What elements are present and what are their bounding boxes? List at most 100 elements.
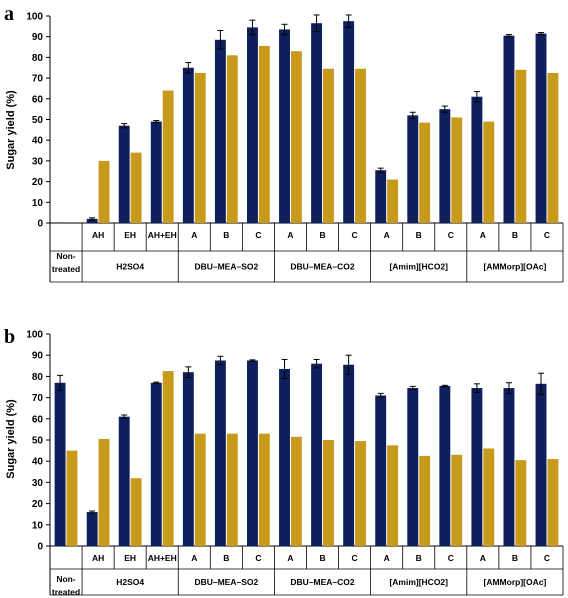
panel-b-category-label: B (223, 553, 229, 563)
panel-a-bar-series-2 (290, 51, 302, 223)
panel-b-bar-series-1 (343, 364, 355, 546)
panel-b-category-label: AH+EH (148, 553, 177, 563)
panel-a-ytick-label: 90 (32, 32, 44, 43)
panel-a-group-label: Non-treated (52, 251, 80, 274)
panel-b-group-label: H2SO4 (116, 577, 144, 587)
panel-b-category-label: B (512, 553, 518, 563)
panel-b-bar-series-2 (355, 441, 366, 546)
panel-a-bar-series-1 (471, 96, 483, 223)
panel-b-bar-series-1 (311, 363, 323, 546)
panel-b-ytick-label: 30 (32, 478, 44, 489)
panel-a-bar-series-1 (214, 39, 226, 224)
panel-b-ytick-label: 100 (26, 330, 43, 341)
panel-b-bar-series-2 (387, 445, 399, 546)
panel-b-bar-series-2 (226, 433, 238, 546)
panel-a-category-label: B (319, 230, 325, 240)
panel-a-bar-series-1 (54, 222, 66, 223)
panel-b-bar-series-2 (547, 459, 559, 546)
panel-a-category-label: AH+EH (148, 230, 177, 240)
panel-b-bar-series-1 (150, 382, 162, 546)
panel-b-bar-series-2 (290, 436, 302, 546)
panel-b-category-label: B (319, 553, 325, 563)
panel-a-ytick-label: 70 (32, 74, 44, 85)
panel-a-category-label: B (416, 230, 422, 240)
panel-b-bar-series-1 (503, 388, 515, 546)
panel-b-ytick-label: 10 (32, 520, 44, 531)
panel-b-bar-series-1 (471, 388, 483, 546)
panel-b-bar-series-1 (182, 372, 194, 546)
panel-a-ytick-label: 100 (26, 12, 43, 23)
panel-b-bar-series-2 (66, 450, 78, 546)
panel-a-bar-series-1 (86, 218, 98, 223)
panel-a-bar-series-2 (130, 152, 142, 223)
panel-b-bar-series-2 (483, 448, 495, 546)
panel-a: a Sugar yield (%) 0 10 20 30 40 50 60 70 80 90 100… (4, 3, 564, 283)
panel-a-bar-series-2 (323, 68, 334, 223)
panel-a-bar-series-1 (279, 29, 290, 223)
panel-b-bar-series-1 (86, 512, 98, 546)
panel-a-category-label: C (255, 230, 261, 240)
panel-a-ytick-label: 50 (32, 115, 44, 126)
panel-a-bar-series-1 (247, 27, 258, 224)
panel-a-category-label: A (191, 230, 197, 240)
panel-b-ytick-label: 40 (32, 457, 44, 468)
panel-a-category-label: EH (124, 230, 136, 240)
panel-b-bar-series-1 (214, 360, 226, 546)
panel-b: b Sugar yield (%) 0 10 20 30 40 50 60 70 80 90 100… (4, 326, 564, 597)
panel-b-category-label: C (255, 553, 261, 563)
panel-a-category-label: C (544, 230, 550, 240)
panel-a-bar-series-2 (547, 72, 559, 223)
panel-a-bar-series-2 (194, 72, 206, 223)
panel-b-category-label: A (287, 553, 293, 563)
panel-a-group-label: DBU–MEA–CO2 (290, 262, 355, 272)
panel-b-letter: b (4, 326, 15, 348)
panel-a-bar-series-1 (535, 33, 547, 223)
panel-b-group-label: DBU–MEA–SO2 (194, 577, 258, 587)
panel-a-bar-series-2 (98, 160, 110, 223)
panel-a-bar-series-1 (407, 115, 419, 223)
panel-a-group-label: DBU–MEA–SO2 (194, 262, 258, 272)
panel-a-bar-series-2 (226, 55, 238, 223)
panel-b-category-label: C (448, 553, 454, 563)
panel-b-bar-series-1 (118, 416, 130, 546)
panel-b-category-label: A (384, 553, 390, 563)
panel-a-bar-series-2 (355, 68, 366, 223)
panel-b-category-label: B (416, 553, 422, 563)
panel-b-ytick-label: 50 (32, 436, 44, 447)
panel-a-ytick-label: 20 (32, 177, 44, 188)
panel-b-ytick-label: 80 (32, 372, 44, 383)
panel-b-ytick-label: 60 (32, 414, 44, 425)
panel-a-category-label: A (384, 230, 390, 240)
panel-b-bar-series-1 (535, 383, 547, 546)
panel-a-bar-series-1 (182, 67, 194, 223)
panel-b-category-label: A (480, 553, 486, 563)
panel-b-group-label: [AMMorp][OAc] (484, 577, 547, 587)
panel-a-letter: a (4, 3, 14, 25)
panel-a-bar-series-2 (162, 90, 174, 224)
panel-a-bar-series-1 (118, 125, 130, 223)
panel-a-ytick-label: 10 (32, 198, 44, 209)
panel-a-category-label: C (352, 230, 358, 240)
panel-a-bar-series-2 (515, 69, 527, 223)
panel-b-bar-series-1 (439, 385, 451, 546)
panel-b-group-label: [Amim][HCO2] (389, 577, 448, 587)
panel-b-bar-series-2 (419, 455, 431, 546)
panel-a-ytick-label: 0 (37, 219, 43, 230)
panel-b-bar-series-2 (98, 438, 110, 546)
panel-b-category-label: C (544, 553, 550, 563)
panel-b-bar-series-2 (194, 433, 206, 546)
panel-a-bar-series-2 (258, 46, 270, 223)
panel-a-bar-series-2 (419, 122, 431, 223)
panel-b-category-label: AH (92, 553, 104, 563)
panel-b-category-label: C (352, 553, 358, 563)
panel-a-ylabel: Sugar yield (%) (5, 90, 17, 170)
panel-b-group-label: DBU–MEA–CO2 (290, 577, 355, 587)
panel-b-category-label: EH (124, 553, 136, 563)
panel-b-bar-series-2 (323, 440, 334, 546)
panel-b-bar-series-2 (515, 460, 527, 546)
panel-b-ytick-label: 70 (32, 393, 44, 404)
panel-a-ytick-label: 80 (32, 53, 44, 64)
panel-a-ytick-label: 40 (32, 136, 44, 147)
panel-b-ylabel: Sugar yield (%) (5, 399, 17, 479)
